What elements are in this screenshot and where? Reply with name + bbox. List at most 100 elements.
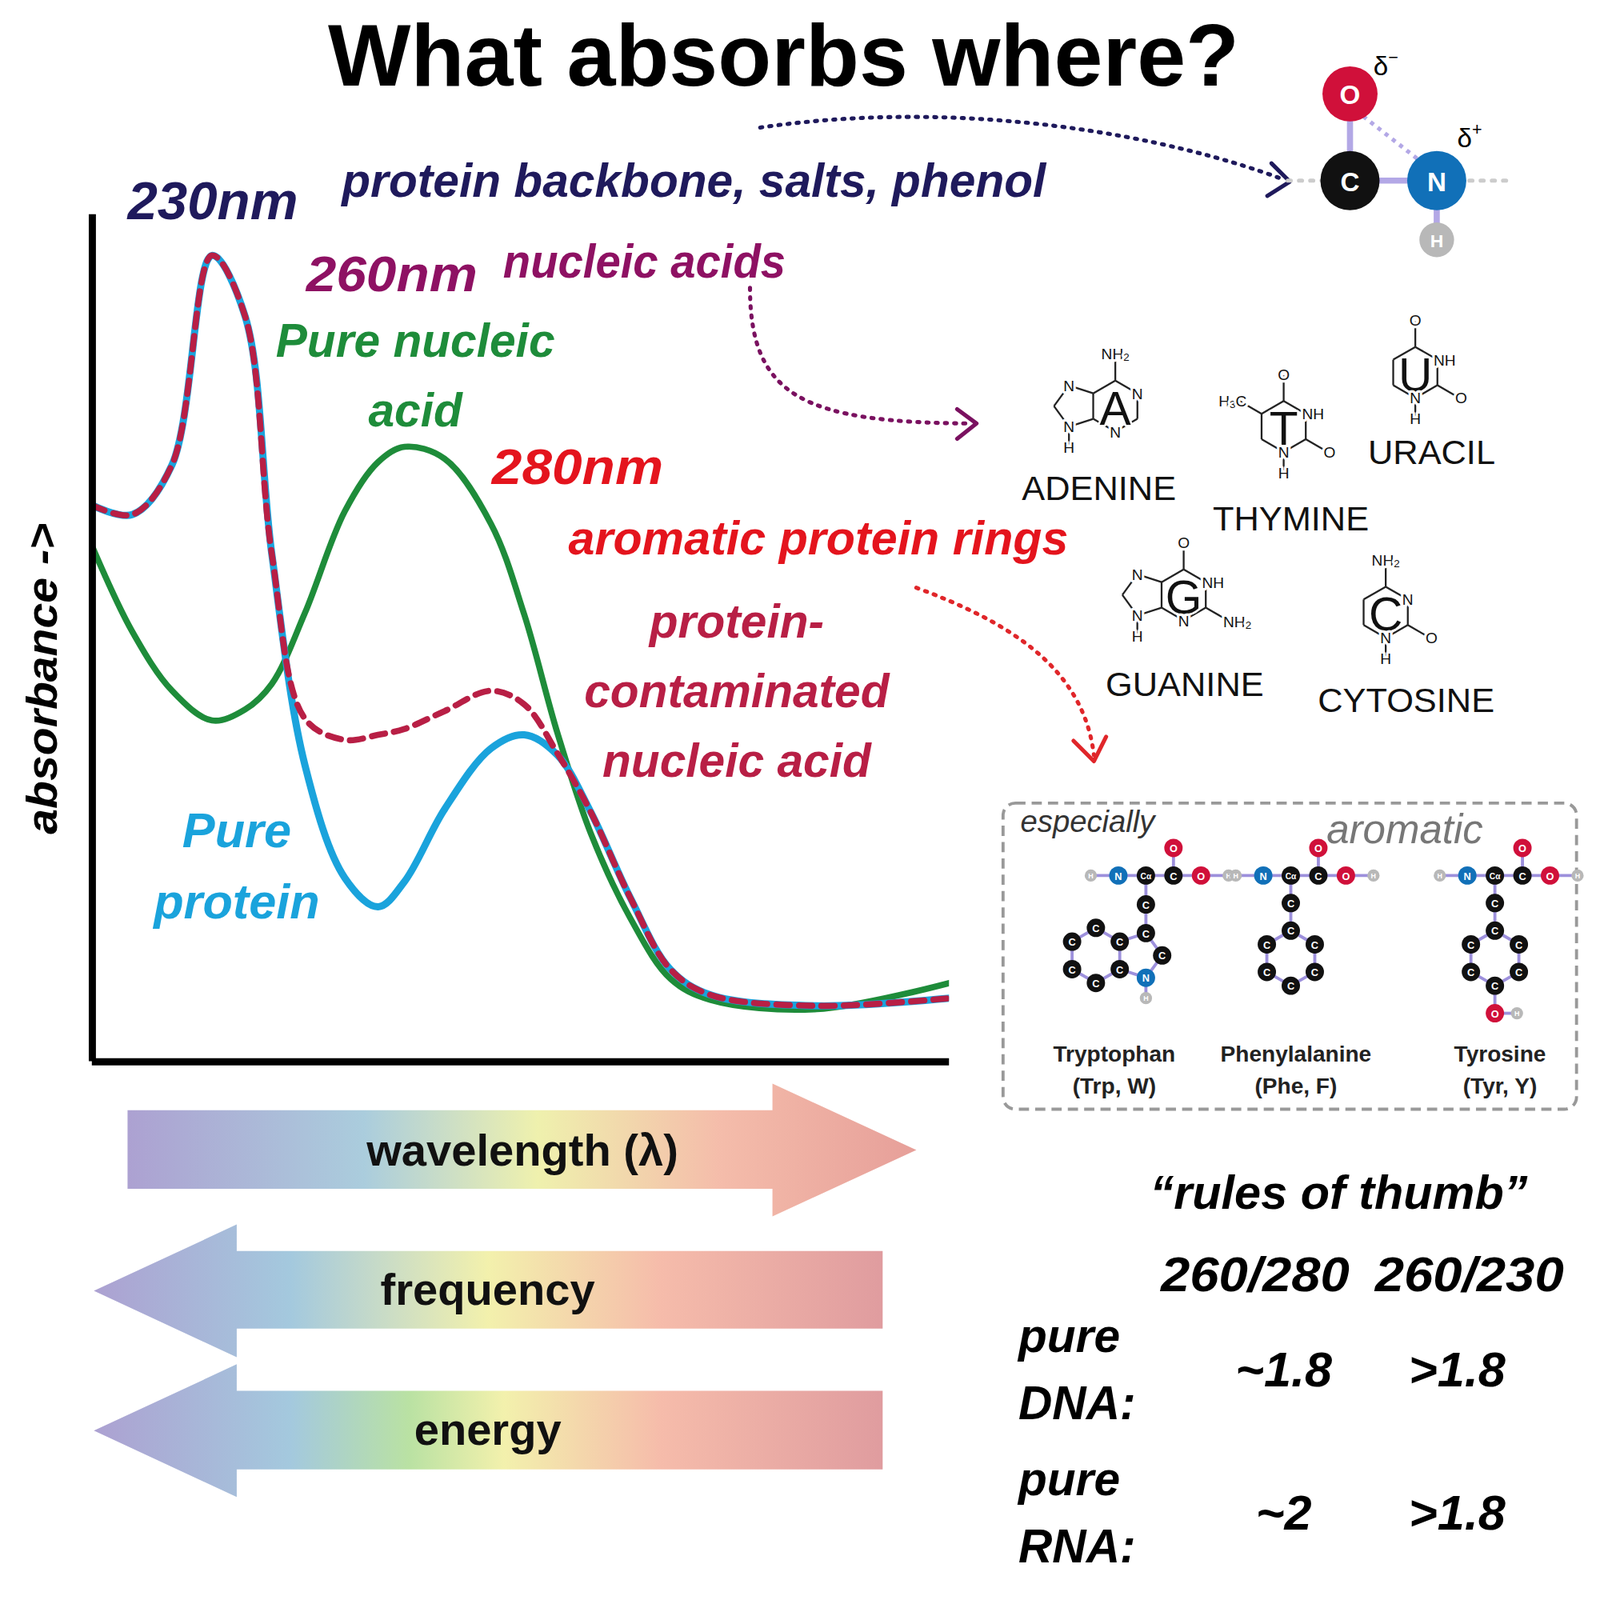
- svg-text:T: T: [1269, 402, 1299, 455]
- svg-text:O: O: [1314, 842, 1323, 855]
- svg-text:C: C: [1368, 588, 1403, 640]
- svg-text:NH: NH: [1301, 405, 1324, 423]
- svg-text:O: O: [1341, 870, 1350, 883]
- svg-text:Cα: Cα: [1285, 872, 1297, 881]
- svg-text:H: H: [1380, 649, 1392, 667]
- svg-text:H3C: H3C: [1218, 392, 1247, 411]
- svg-text:C: C: [1515, 939, 1523, 952]
- svg-text:(Phe, F): (Phe, F): [1254, 1073, 1337, 1099]
- svg-text:N: N: [1402, 591, 1414, 608]
- svg-text:DNA:: DNA:: [1018, 1376, 1136, 1429]
- svg-text:C: C: [1491, 980, 1499, 992]
- svg-text:NH2: NH2: [1223, 613, 1252, 632]
- svg-text:N: N: [1109, 423, 1121, 440]
- svg-text:N: N: [1132, 565, 1144, 583]
- svg-text:protein: protein: [152, 874, 320, 929]
- svg-text:URACIL: URACIL: [1368, 432, 1496, 472]
- svg-text:N: N: [1132, 607, 1144, 624]
- svg-text:N: N: [1178, 612, 1190, 629]
- svg-text:N: N: [1114, 870, 1122, 883]
- svg-text:Tryptophan: Tryptophan: [1053, 1041, 1176, 1067]
- svg-text:>1.8: >1.8: [1408, 1485, 1506, 1540]
- svg-text:H: H: [1371, 872, 1376, 880]
- svg-text:protein-: protein-: [648, 595, 824, 648]
- svg-text:H: H: [1430, 230, 1444, 252]
- svg-text:nucleic acid: nucleic acid: [602, 734, 872, 787]
- svg-text:O: O: [1546, 870, 1555, 883]
- svg-text:CYTOSINE: CYTOSINE: [1317, 680, 1495, 720]
- svg-text:“rules of thumb”: “rules of thumb”: [1149, 1166, 1528, 1219]
- svg-text:pure: pure: [1016, 1309, 1120, 1362]
- svg-text:Cα: Cα: [1489, 872, 1501, 881]
- svg-text:Phenylalanine: Phenylalanine: [1220, 1041, 1372, 1067]
- svg-text:N: N: [1259, 870, 1267, 883]
- svg-text:pure: pure: [1016, 1452, 1120, 1505]
- svg-text:C: C: [1311, 966, 1319, 979]
- svg-text:especially: especially: [1020, 804, 1158, 839]
- svg-text:C: C: [1287, 980, 1295, 992]
- svg-text:N: N: [1132, 384, 1144, 402]
- svg-text:NH: NH: [1433, 351, 1456, 368]
- svg-text:N: N: [1278, 444, 1290, 461]
- svg-text:GUANINE: GUANINE: [1105, 664, 1264, 704]
- svg-text:C: C: [1158, 949, 1166, 962]
- svg-text:~2: ~2: [1256, 1485, 1312, 1540]
- svg-text:Tyrosine: Tyrosine: [1454, 1041, 1547, 1067]
- svg-text:230nm: 230nm: [125, 171, 298, 231]
- svg-text:N: N: [1464, 870, 1472, 883]
- svg-text:δ−: δ−: [1373, 47, 1399, 81]
- svg-text:What absorbs where?: What absorbs where?: [328, 6, 1240, 104]
- svg-text:O: O: [1455, 389, 1468, 407]
- svg-text:O: O: [1518, 842, 1527, 855]
- svg-text:nucleic acids: nucleic acids: [503, 235, 786, 288]
- svg-text:Cα: Cα: [1140, 872, 1152, 881]
- svg-text:H: H: [1232, 872, 1238, 880]
- svg-text:H: H: [1514, 1009, 1520, 1018]
- svg-text:O: O: [1196, 870, 1205, 883]
- svg-text:~1.8: ~1.8: [1235, 1342, 1332, 1397]
- svg-text:NH2: NH2: [1372, 551, 1400, 569]
- svg-text:N: N: [1063, 418, 1075, 436]
- svg-text:C: C: [1491, 924, 1499, 937]
- svg-text:H: H: [1143, 994, 1148, 1003]
- svg-text:H: H: [1088, 872, 1093, 880]
- svg-text:C: C: [1169, 870, 1177, 883]
- svg-text:aromatic: aromatic: [1326, 806, 1484, 852]
- svg-text:N: N: [1380, 629, 1392, 647]
- svg-text:NH2: NH2: [1101, 345, 1130, 364]
- svg-text:(Tyr, Y): (Tyr, Y): [1463, 1073, 1537, 1099]
- svg-text:U: U: [1398, 348, 1432, 401]
- svg-text:O: O: [1324, 444, 1336, 461]
- svg-text:C: C: [1142, 899, 1150, 912]
- svg-text:C: C: [1287, 897, 1295, 910]
- svg-text:C: C: [1116, 964, 1124, 976]
- svg-text:260/230: 260/230: [1374, 1247, 1564, 1302]
- svg-text:H: H: [1437, 872, 1443, 880]
- svg-text:O: O: [1409, 312, 1422, 329]
- svg-text:wavelength (λ): wavelength (λ): [365, 1124, 679, 1176]
- svg-text:O: O: [1277, 365, 1290, 383]
- svg-text:H: H: [1409, 409, 1421, 427]
- svg-text:THYMINE: THYMINE: [1212, 499, 1369, 538]
- svg-text:N: N: [1063, 376, 1075, 394]
- svg-text:O: O: [1340, 80, 1361, 110]
- svg-text:H: H: [1575, 872, 1580, 880]
- svg-text:O: O: [1491, 1008, 1500, 1020]
- svg-text:O: O: [1169, 842, 1178, 855]
- svg-text:H: H: [1063, 438, 1075, 456]
- svg-text:C: C: [1311, 939, 1319, 952]
- svg-text:C: C: [1287, 924, 1295, 937]
- svg-text:NH: NH: [1201, 573, 1224, 591]
- svg-text:(Trp, W): (Trp, W): [1072, 1073, 1156, 1099]
- svg-text:C: C: [1068, 936, 1076, 948]
- svg-text:C: C: [1263, 939, 1271, 952]
- svg-text:δ+: δ+: [1456, 119, 1482, 153]
- svg-text:G: G: [1165, 571, 1203, 624]
- svg-text:aromatic protein rings: aromatic protein rings: [568, 512, 1068, 564]
- svg-text:O: O: [1425, 629, 1438, 647]
- svg-text:RNA:: RNA:: [1018, 1520, 1136, 1572]
- svg-text:C: C: [1491, 897, 1499, 910]
- svg-text:O: O: [1177, 534, 1190, 552]
- svg-text:acid: acid: [368, 384, 464, 436]
- svg-text:C: C: [1467, 966, 1475, 979]
